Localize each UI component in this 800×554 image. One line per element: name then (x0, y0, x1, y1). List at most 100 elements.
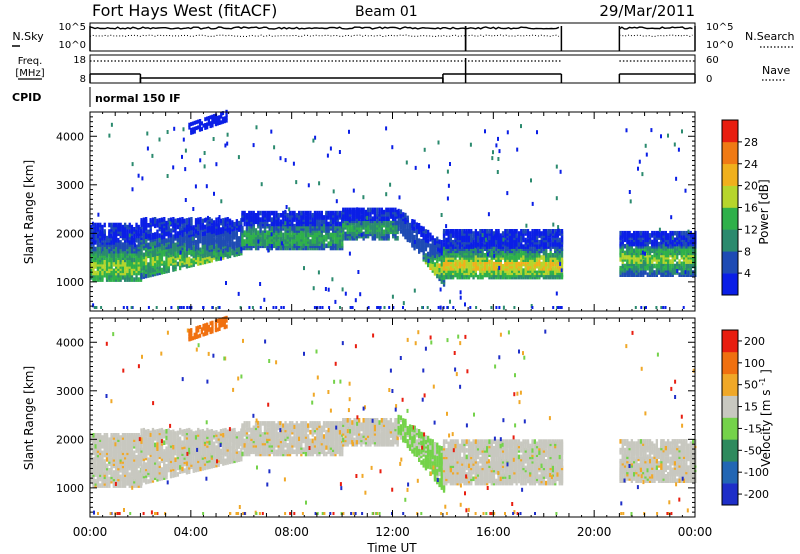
range-gate-cell (623, 235, 627, 240)
y-tick-label: 1000 (56, 276, 84, 289)
range-gate-cell (293, 223, 296, 229)
nsky-label: N.Sky (12, 30, 44, 43)
range-gate-cell (115, 257, 118, 263)
range-gate-cell (215, 228, 218, 233)
range-gate-cell (201, 231, 204, 237)
range-gate-cell (522, 250, 525, 256)
range-gate-cell (318, 210, 321, 216)
sparse-echo (557, 228, 560, 233)
range-gate-cell (94, 478, 97, 484)
sparse-echo (203, 151, 206, 155)
range-gate-cell (228, 251, 232, 256)
range-gate-cell (130, 224, 134, 230)
range-gate-cell (438, 263, 441, 268)
range-gate-cell (367, 207, 370, 213)
sparse-echo (146, 146, 149, 151)
range-gate-cell (336, 210, 339, 216)
range-gate-cell (511, 244, 514, 249)
near-range-echo (130, 306, 133, 309)
range-gate-cell (108, 262, 111, 267)
colorbar-swatch (722, 163, 738, 186)
sparse-echo (213, 191, 215, 196)
sparse-echo (204, 217, 207, 222)
range-gate-cell (669, 230, 672, 236)
range-gate-cell (231, 220, 234, 225)
range-gate-cell (481, 270, 484, 276)
range-gate-cell (94, 270, 97, 276)
range-gate-cell (362, 207, 365, 213)
range-gate-cell (655, 230, 658, 236)
near-range-echo (259, 306, 262, 309)
range-gate-cell (149, 261, 152, 267)
range-gate-cell (497, 257, 500, 262)
sparse-echo (102, 251, 105, 256)
range-gate-cell (497, 268, 500, 273)
range-gate-cell (121, 275, 125, 280)
sparse-echo (366, 215, 369, 220)
range-gate-cell (454, 261, 457, 267)
sparse-echo (474, 247, 477, 252)
range-gate-cell (535, 270, 539, 276)
range-gate-cell (117, 433, 120, 438)
range-gate-cell (311, 219, 314, 225)
range-gate-cell (535, 229, 539, 234)
range-gate-cell (302, 210, 305, 216)
range-gate-cell (687, 237, 690, 243)
range-gate-cell (329, 245, 332, 251)
range-gate-cell (176, 261, 179, 267)
range-gate-cell (542, 250, 545, 256)
range-gate-cell (309, 210, 312, 216)
range-gate-cell (344, 207, 347, 213)
range-gate-cell (630, 233, 633, 238)
range-gate-cell (266, 245, 269, 251)
range-gate-cell (458, 255, 462, 260)
range-gate-cell (662, 250, 665, 256)
range-gate-cell (96, 222, 100, 228)
near-range-echo (188, 306, 191, 309)
sparse-echo (658, 227, 661, 232)
range-gate-cell (671, 268, 674, 273)
range-gate-cell (228, 218, 232, 224)
range-gate-cell (676, 254, 679, 260)
range-gate-cell (176, 218, 179, 223)
range-gate-cell (222, 218, 225, 223)
colorbar-swatch (722, 120, 738, 143)
nave-tick-high: 60 (706, 55, 719, 66)
range-gate-cell (619, 250, 622, 256)
sparse-echo (502, 237, 505, 242)
range-gate-cell (642, 230, 645, 236)
sparse-echo (531, 201, 534, 206)
range-gate-cell (185, 246, 189, 251)
range-gate-cell (140, 452, 143, 457)
range-gate-cell (300, 210, 303, 216)
range-gate-cell (110, 433, 113, 438)
range-gate-cell (257, 230, 260, 235)
sparse-echo (312, 286, 315, 291)
range-gate-cell (190, 217, 193, 222)
near-range-echo (100, 306, 103, 309)
range-gate-cell (442, 261, 446, 267)
range-gate-cell (639, 263, 643, 269)
sparse-echo (385, 192, 388, 197)
sparse-echo (628, 190, 631, 194)
range-gate-cell (140, 231, 143, 236)
sparse-echo (525, 223, 528, 228)
range-gate-cell (680, 265, 683, 271)
range-gate-cell (208, 217, 211, 222)
range-gate-cell (535, 235, 539, 241)
range-gate-cell (626, 259, 629, 264)
sparse-echo (206, 251, 209, 256)
sparse-echo (650, 128, 653, 133)
range-gate-cell (644, 235, 647, 240)
sparse-echo (226, 132, 229, 137)
high-range-echo (206, 116, 209, 121)
range-gate-cell (226, 243, 229, 248)
sparse-echo (391, 294, 394, 299)
range-gate-cell (126, 244, 129, 250)
sparse-echo (560, 268, 563, 273)
range-gate-cell (382, 236, 386, 241)
range-gate-cell (619, 265, 622, 271)
sparse-echo (354, 298, 357, 303)
range-gate-cell (427, 251, 430, 257)
range-gate-cell (621, 252, 624, 258)
